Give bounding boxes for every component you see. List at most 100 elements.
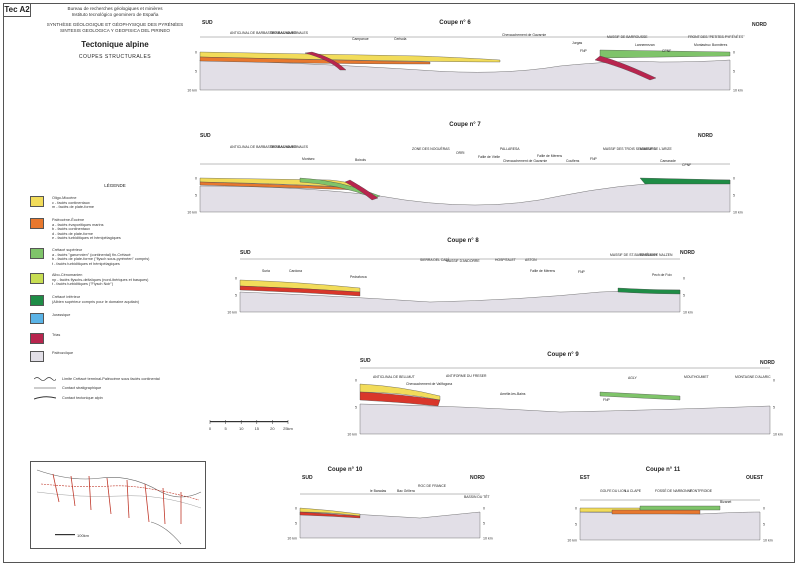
geologic-unit	[359, 391, 441, 407]
place-label: Boixols	[355, 158, 366, 162]
geologic-unit	[344, 179, 379, 201]
section-title: Coupe n° 10	[328, 467, 363, 473]
depth-label: 0	[733, 51, 735, 55]
geologic-unit	[199, 56, 431, 65]
legend: LÉGENDE Oligo-Miocène c - faciès contine…	[30, 183, 200, 362]
depth-label: 10 km	[187, 211, 197, 215]
section-orientation-left: EST	[580, 475, 590, 481]
place-label: MASSIF DE L'ARIZE	[640, 147, 672, 151]
place-label: Cardona	[289, 269, 302, 273]
section-orientation-left: SUD	[200, 133, 211, 139]
legend-line-label: Limite Crétacé terminal-Paléocène sous f…	[62, 377, 160, 381]
map-scale-bar	[55, 534, 75, 536]
place-label: PALLARESA	[500, 147, 520, 151]
geologic-unit	[639, 177, 731, 185]
place-label: GOLFE DU LION	[600, 489, 627, 493]
thick-line-symbol	[34, 396, 56, 400]
cross-section: Coupe n° 7 SUD NORD 0 5 10 km 0 5 10 km ANTICLINA…	[187, 122, 743, 215]
legend-swatch	[30, 313, 44, 324]
page-title: Tectonique alpine	[81, 40, 149, 49]
cross-section: Coupe n° 8 SUD NORD 0 5 10 km 0 5 10 km Suria Card…	[227, 238, 695, 315]
depth-label: 5	[733, 70, 735, 74]
place-label: ANTICLINAL DE BARBASTRO-BALAGUER	[230, 145, 297, 149]
legend-label: Paléocène-Éocène a - faciès évaporitique…	[52, 218, 121, 241]
depth-label: 0	[575, 507, 577, 511]
depth-label: 5	[683, 294, 685, 298]
legend-label: Trias	[52, 333, 61, 337]
place-label: BASSIN DE NALZEN	[640, 253, 673, 257]
place-label: FNP	[603, 398, 611, 402]
depth-label: 5	[763, 523, 765, 527]
place-label: Monlsec	[302, 157, 315, 161]
axial-zone-line	[40, 483, 200, 501]
coastline-east	[150, 521, 182, 545]
legend-label: Crétacé inférieur (Albien supérieur comp…	[52, 295, 139, 304]
place-label: Chevauchement de Gavarnie	[503, 159, 547, 163]
depth-label: 10 km	[287, 537, 297, 541]
section-orientation-right: NORD	[470, 475, 485, 481]
place-label: CPNF	[662, 49, 671, 53]
place-label: ORRI	[456, 151, 465, 155]
place-label: Faille de Vielle	[478, 155, 500, 159]
depth-label: 10 km	[227, 311, 237, 315]
place-label: Bonnières	[712, 43, 728, 47]
section-orientation-left: SUD	[202, 20, 213, 26]
legend-item-albo-cenomanien: Albo-Cénomanien np - faciès flyschs-delt…	[30, 273, 148, 287]
place-label: Lannemezan	[635, 43, 655, 47]
legend-line-label: Contact stratigraphique	[62, 386, 102, 390]
section-trace	[106, 477, 112, 515]
legend-item-jurassique: Jurassique	[30, 313, 70, 324]
place-label: MONTAGNE D'ALARIC	[735, 375, 771, 379]
place-label: ROC DE FRANCE	[418, 484, 447, 488]
cross-section: Coupe n° 10 SUD NORD 0 5 10 km 0 5 10 km le Barad…	[287, 467, 493, 541]
place-label: FOSSÉ DE NARBONNE	[655, 488, 693, 493]
place-label: CPNF	[682, 163, 691, 167]
geologic-unit	[639, 505, 721, 511]
place-label: MASSIF D'ANDORRE	[446, 259, 480, 263]
depth-label: 0	[295, 507, 297, 511]
legend-line-tectonic: Contact tectonique alpin	[34, 395, 199, 401]
place-label: Cerisola	[394, 37, 407, 41]
place-label: Chevauchement de Vallfogona	[406, 382, 452, 386]
depth-label: 0	[355, 379, 357, 383]
geologic-unit	[359, 383, 441, 401]
scale-tick-label: 0	[209, 426, 212, 431]
depth-label: 5	[195, 70, 197, 74]
depth-label: 0	[483, 507, 485, 511]
place-label: Faille de Mérens	[530, 269, 555, 273]
place-label: Montastruc	[694, 43, 711, 47]
map-drawing: 100km	[36, 469, 202, 545]
geologic-unit	[239, 289, 681, 313]
depth-label: 5	[195, 194, 197, 198]
geologic-unit	[617, 287, 681, 295]
synthesis-line: SYNTHÈSE GÉOLOGIQUE ET GÉOPHYSIQUE DES P…	[46, 22, 184, 27]
legend-item-trias: Trias	[30, 333, 60, 344]
place-label: SIERRAS MARGINALES	[270, 145, 309, 149]
synthesis-line: SINTESIS GEOLOGICA Y GEOFISICA DEL PIRIN…	[60, 28, 170, 33]
sheet-id: Tec A2	[4, 4, 31, 17]
depth-label: 10 km	[763, 539, 773, 543]
depth-label: 5	[235, 294, 237, 298]
geologic-unit	[599, 49, 731, 59]
depth-label: 10 km	[187, 89, 197, 93]
legend-swatch	[30, 273, 44, 284]
section-title: Coupe n° 8	[447, 238, 479, 244]
place-label: MASSIF DES TROIS SEIGNEURS	[603, 147, 656, 151]
place-label: Campanue	[352, 37, 369, 41]
depth-label: 10 km	[683, 311, 693, 315]
institutions: Bureau de recherches géologiques et mini…	[35, 6, 195, 18]
section-trace	[162, 487, 166, 525]
geologic-unit	[579, 511, 761, 541]
place-label: Bizanet	[720, 500, 731, 504]
depth-label: 10 km	[733, 89, 743, 93]
place-label: ASTON	[525, 258, 537, 262]
scale-tick-label: 5	[224, 426, 227, 431]
institution-line: Bureau de recherches géologiques et mini…	[67, 6, 163, 11]
depth-label: 10 km	[347, 433, 357, 437]
page-subtitle: COUPES STRUCTURALES	[78, 54, 152, 60]
section-trace	[52, 473, 60, 503]
place-label: ANTICLINAL DE BELLMUT	[373, 375, 415, 379]
section-orientation-right: NORD	[760, 360, 775, 366]
section-trace	[70, 475, 76, 507]
